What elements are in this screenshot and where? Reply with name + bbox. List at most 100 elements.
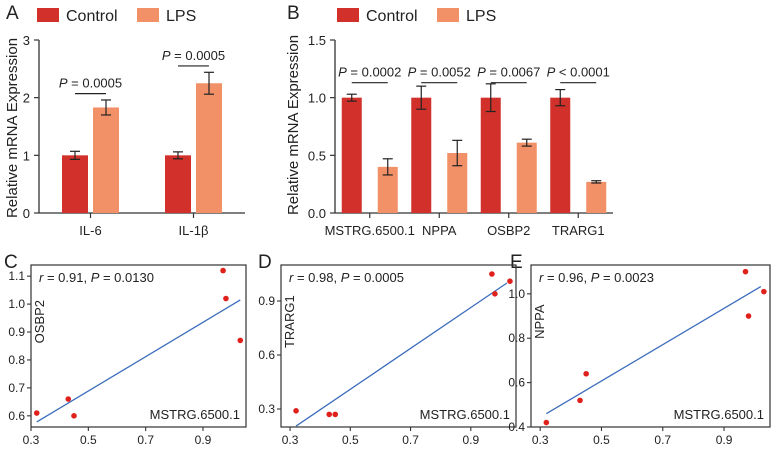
- data-point: [761, 288, 767, 295]
- y-tick-label: 0.8: [8, 353, 25, 367]
- p-value-label: P = 0.0002: [338, 65, 401, 80]
- p-value-label-value: = 0.0067: [486, 65, 541, 80]
- correlation-stat-part: P: [91, 270, 100, 285]
- p-value-label-symbol: P: [477, 65, 486, 80]
- bar-lps: [377, 166, 398, 213]
- x-tick-label: 0.5: [342, 433, 359, 447]
- panel-letter-d: D: [258, 252, 272, 273]
- x-axis-label: MSTRG.6500.1: [150, 407, 240, 422]
- panel-letter-c: C: [4, 252, 18, 273]
- data-point: [223, 295, 229, 302]
- p-value-label-symbol: P: [547, 65, 556, 80]
- p-value-label: P = 0.0067: [477, 65, 540, 80]
- panel-letter-b: B: [287, 3, 300, 24]
- data-point: [543, 419, 550, 426]
- data-point: [577, 397, 583, 404]
- legend-b: Control LPS: [337, 8, 496, 25]
- y-tick-label: 0.6: [8, 409, 25, 423]
- bar-lps: [196, 83, 222, 213]
- p-value-label: P = 0.0005: [59, 76, 122, 91]
- x-axis-label: MSTRG.6500.1: [674, 407, 764, 422]
- y-tick-label: 1: [23, 148, 30, 163]
- correlation-stat-part: P: [591, 270, 600, 285]
- regression-line: [36, 299, 241, 423]
- y-tick-label: 1.0: [8, 297, 25, 311]
- y-tick-label: 3: [23, 33, 30, 48]
- x-tick-label: 0.7: [137, 433, 154, 447]
- scatter-chart-d: 0.3 0.5 0.7 0.9 0.3 0.6 0.9 r = 0.98, P = 0.000…: [258, 264, 517, 447]
- x-tick-label: 0.7: [402, 433, 419, 447]
- x-tick-label: 0.3: [23, 433, 40, 447]
- ylabel-b: Relative mRNA Expression: [285, 35, 302, 215]
- plot-frame: [280, 264, 517, 428]
- y-tick-label: 1.5: [308, 33, 326, 48]
- p-value-label-value: = 0.0005: [68, 76, 123, 91]
- data-point: [326, 411, 333, 418]
- p-value-label: P = 0.0052: [408, 65, 471, 80]
- correlation-stat-part: P: [341, 270, 350, 285]
- data-point: [489, 271, 495, 277]
- data-point: [293, 408, 299, 414]
- correlation-stat-part: r: [289, 270, 294, 285]
- bar-lps: [447, 153, 468, 213]
- correlation-stat-part: = 0.98,: [293, 270, 340, 285]
- legend-swatch-lps: [437, 8, 459, 22]
- scatter-chart-e: 0.3 0.5 0.7 0.9 0.4 0.6 0.8 1.0 r = 0.96, P = 0.…: [508, 264, 771, 447]
- data-point: [237, 337, 244, 344]
- correlation-stat-part: = 0.0023: [599, 270, 654, 285]
- y-tick-label: 0.4: [508, 420, 525, 434]
- x-tick-label: 0.5: [80, 433, 97, 447]
- y-tick-label: 0.6: [508, 376, 525, 390]
- legend-label-lps: LPS: [466, 8, 496, 25]
- y-tick-label: 1.0: [308, 91, 326, 106]
- y-tick-label: 1.1: [8, 269, 25, 283]
- bar-lps: [93, 107, 119, 213]
- x-tick-label: IL-6: [79, 223, 101, 238]
- data-point: [33, 410, 40, 416]
- correlation-stat-part: = 0.0130: [99, 270, 154, 285]
- data-point: [71, 413, 77, 419]
- correlation-stat-part: r: [539, 270, 544, 285]
- y-tick-label: 0.6: [258, 348, 275, 362]
- data-point: [332, 411, 339, 418]
- y-tick-label: 0.7: [8, 381, 25, 395]
- bar-lps: [586, 181, 607, 213]
- x-tick-label: 0.3: [532, 433, 549, 447]
- data-point: [220, 267, 226, 274]
- y-tick-label: 0.9: [8, 325, 25, 339]
- y-tick-label: 0.9: [258, 294, 275, 308]
- correlation-stat-part: = 0.96,: [543, 270, 590, 285]
- y-tick-label: 0.5: [308, 148, 326, 163]
- legend-a: Control LPS: [37, 8, 196, 25]
- correlation-stat-part: r: [39, 270, 44, 285]
- correlation-stat: r = 0.96, P = 0.0023: [539, 270, 654, 285]
- y-axis-label: OSBP2: [32, 300, 47, 343]
- x-tick-label: 0.9: [462, 433, 479, 447]
- x-tick-label: MSTRG.6500.1: [325, 223, 415, 238]
- y-tick-label: 0.3: [258, 402, 275, 416]
- correlation-stat: r = 0.91, P = 0.0130: [39, 270, 154, 285]
- data-point: [492, 291, 498, 297]
- p-value-label: P < 0.0001: [547, 65, 610, 80]
- correlation-stat-part: = 0.91,: [43, 270, 90, 285]
- panel-letter-a: A: [6, 3, 19, 24]
- p-value-label-value: = 0.0005: [171, 48, 226, 63]
- x-tick-label: OSBP2: [487, 223, 530, 238]
- x-tick-label: 0.5: [593, 433, 610, 447]
- ylabel-a: Relative mRNA Expression: [4, 38, 21, 218]
- legend-label-control: Control: [66, 8, 118, 25]
- p-value-label-value: = 0.0002: [347, 65, 402, 80]
- legend-swatch-lps: [137, 8, 159, 22]
- data-point: [745, 313, 752, 319]
- x-tick-label: 0.3: [282, 433, 299, 447]
- bar-control: [165, 155, 191, 213]
- y-tick-label: 0: [23, 206, 30, 221]
- p-value-label-symbol: P: [59, 76, 68, 91]
- legend-swatch-control: [37, 8, 59, 22]
- scatter-chart-c: 0.3 0.5 0.7 0.9 0.6 0.7 0.8 0.9 1.0 1.1 r = 0.91, …: [8, 264, 247, 447]
- plot-frame: [530, 264, 771, 428]
- bar-control: [341, 97, 362, 213]
- data-point: [742, 268, 749, 275]
- bar-control: [550, 97, 571, 213]
